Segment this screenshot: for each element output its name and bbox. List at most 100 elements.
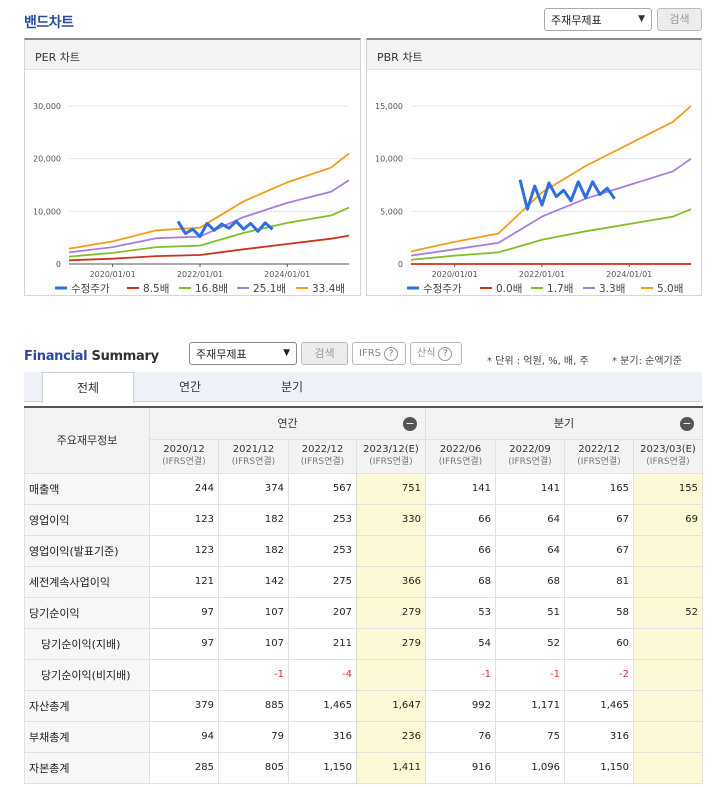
legend-label: 수정주가 (71, 283, 110, 295)
financial-summary-title-b: Summary (87, 349, 160, 364)
x-tick-label: 2020/01/01 (432, 270, 478, 279)
table-cell: 279 (356, 596, 426, 629)
column-period: 2021/12 (232, 444, 275, 455)
column-period: 2022/12 (301, 444, 344, 455)
table-cell: 52 (495, 627, 565, 660)
table-cell: 67 (564, 534, 634, 567)
column-basis: (IFRS연결) (438, 457, 483, 467)
legend-label: 3.3배 (599, 283, 625, 295)
table-cell: 68 (425, 565, 496, 598)
band-search-button[interactable]: 검색 (657, 8, 702, 31)
chevron-down-icon: ▼ (283, 348, 290, 358)
table-row: 세전계속사업이익 121 142 275 366 68 68 81 (24, 565, 703, 598)
y-tick-label: 10,000 (33, 207, 61, 216)
price-series-line (518, 179, 616, 211)
summary-select-value: 주재무제표 (196, 348, 247, 361)
column-header: 2023/03(E) (IFRS연결) (633, 438, 703, 474)
table-cell (633, 565, 703, 598)
table-cell: 1,150 (564, 751, 634, 784)
y-tick-label: 5,000 (380, 207, 403, 216)
table-cell: 53 (425, 596, 496, 629)
table-cell: 316 (564, 720, 634, 753)
legend-label: 16.8배 (195, 283, 228, 295)
table-row: 당기순이익 97 107 207 279 53 51 58 52 (24, 596, 703, 629)
band-select-value: 주재무제표 (551, 14, 602, 27)
column-header: 2022/09 (IFRS연결) (495, 438, 565, 474)
table-cell: 316 (288, 720, 357, 753)
legend-label: 33.4배 (312, 283, 345, 295)
table-cell: 285 (149, 751, 219, 784)
column-basis: (IFRS연결) (231, 457, 276, 467)
table-cell (633, 534, 703, 567)
table-cell: 52 (633, 596, 703, 629)
table-cell (633, 627, 703, 660)
collapse-icon[interactable]: − (403, 417, 417, 431)
per-chart-panel: PER 차트 30,000 20,000 10,000 0 2020/01/01 2022… (24, 38, 361, 296)
band-chart-title: 밴드차트 (24, 15, 74, 31)
legend-label: 1.7배 (547, 283, 573, 295)
table-cell: -2 (564, 658, 634, 691)
table-cell: 751 (356, 472, 426, 505)
table-cell: 275 (288, 565, 357, 598)
row-label[interactable]: 당기순이익 (24, 596, 150, 629)
column-header: 2022/12 (IFRS연결) (564, 438, 634, 474)
corner-header: 주요재무정보 (24, 406, 150, 474)
legend-label: 5.0배 (657, 283, 683, 295)
table-cell: 107 (218, 596, 289, 629)
table-cell: 97 (149, 596, 219, 629)
table-row: 영업이익 123 182 253 330 66 64 67 69 (24, 503, 703, 536)
y-tick-label: 0 (56, 260, 61, 269)
table-cell: 207 (288, 596, 357, 629)
y-tick-label: 0 (398, 260, 403, 269)
table-cell: 141 (495, 472, 565, 505)
x-tick-label: 2024/01/01 (606, 270, 652, 279)
band-statement-select[interactable]: 주재무제표 ▼ (544, 8, 652, 31)
per-chart-title: PER 차트 (25, 40, 360, 70)
table-cell: 60 (564, 627, 634, 660)
ifrs-help-button[interactable]: IFRS? (352, 342, 406, 365)
column-period: 2023/03(E) (640, 444, 696, 455)
quarter-group-header: 분기 − (425, 406, 703, 440)
legend-item: 수정주가 (407, 283, 462, 295)
legend-item: 33.4배 (296, 283, 345, 295)
table-row: 매출액 244 374 567 751 141 141 165 155 (24, 472, 703, 505)
legend-label: 수정주가 (423, 283, 462, 295)
tab-annual[interactable]: 연간 (178, 380, 202, 394)
table-cell: -1 (425, 658, 496, 691)
row-label: 당기순이익(지배) (24, 627, 150, 660)
formula-help-button[interactable]: 산식? (410, 342, 462, 365)
unit-note: * 단위 : 억원, %, 배, 주 (487, 356, 589, 367)
y-tick-label: 15,000 (375, 102, 403, 111)
table-cell: 366 (356, 565, 426, 598)
table-cell: 885 (218, 689, 289, 722)
table-cell: 244 (149, 472, 219, 505)
table-cell: -1 (495, 658, 565, 691)
financial-summary-title: Financial Summary (24, 349, 159, 364)
tab-quarter[interactable]: 분기 (280, 380, 304, 394)
question-icon: ? (438, 347, 453, 361)
pbr-chart-panel: PBR 차트 15,000 10,000 5,000 0 2020/01/01 2022/… (366, 38, 702, 296)
collapse-icon[interactable]: − (680, 417, 694, 431)
column-basis: (IFRS연결) (369, 457, 413, 467)
table-cell: 236 (356, 720, 426, 753)
table-cell: 916 (425, 751, 496, 784)
table-cell: 66 (425, 534, 496, 567)
table-cell: 107 (218, 627, 289, 660)
column-basis: (IFRS연결) (577, 457, 621, 467)
financial-summary-table: 주요재무정보 연간 − 분기 − 2020/12 (IFRS연결) 2021/12 (IF… (24, 406, 703, 784)
table-cell: 1,411 (356, 751, 426, 784)
table-cell: -4 (288, 658, 357, 691)
legend-item: 8.5배 (127, 283, 169, 295)
table-cell: -1 (218, 658, 289, 691)
column-header: 2022/06 (IFRS연결) (425, 438, 496, 474)
table-cell: 54 (425, 627, 496, 660)
row-label: 세전계속사업이익 (24, 565, 150, 598)
summary-statement-select[interactable]: 주재무제표 ▼ (189, 342, 297, 365)
column-basis: (IFRS연결) (508, 457, 552, 467)
tab-all[interactable]: 전체 (42, 372, 134, 403)
column-basis: (IFRS연결) (646, 457, 690, 467)
table-cell: 64 (495, 534, 565, 567)
column-header: 2021/12 (IFRS연결) (218, 438, 289, 474)
summary-search-button[interactable]: 검색 (301, 342, 348, 365)
table-cell (633, 751, 703, 784)
